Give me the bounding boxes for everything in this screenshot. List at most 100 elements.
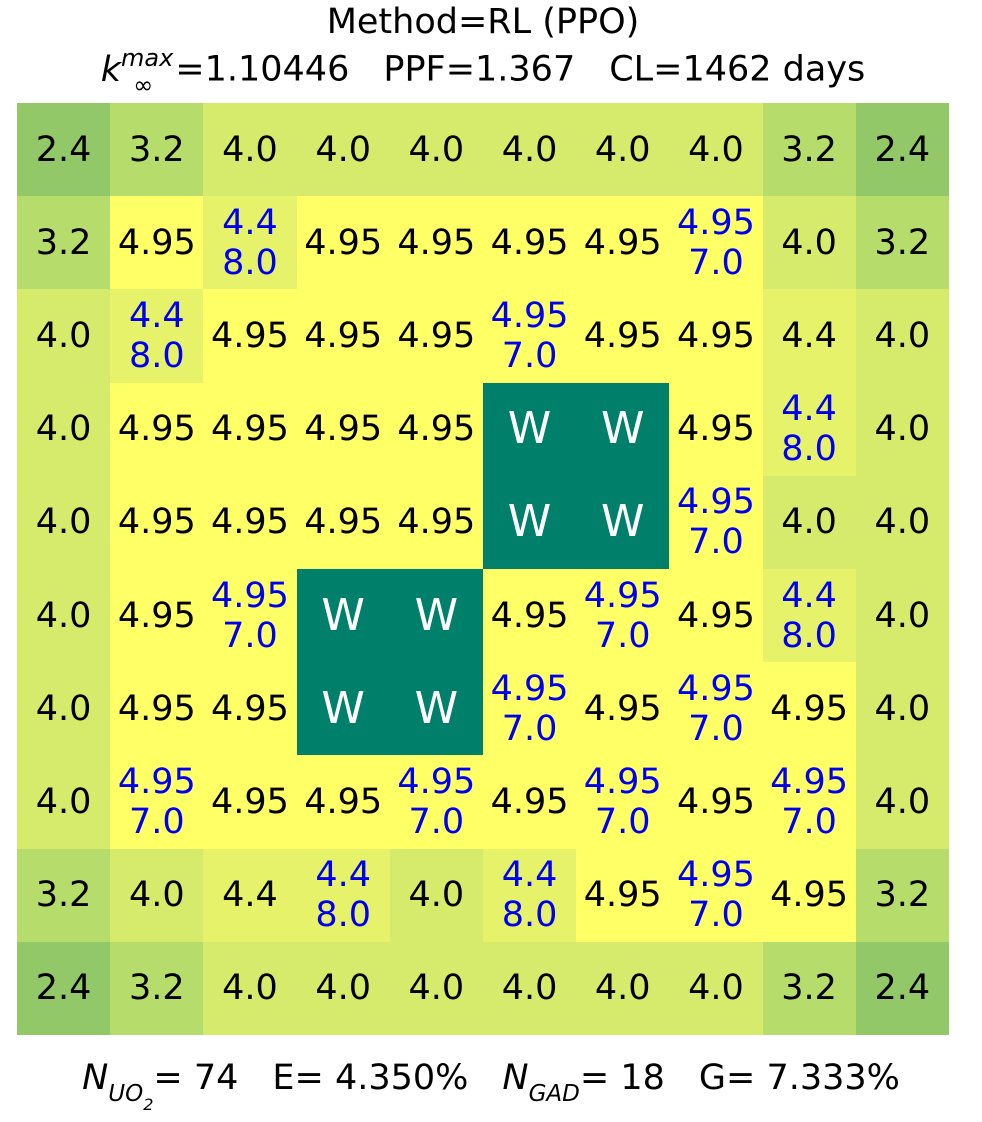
fuel-cell: 4.0 [855, 475, 949, 569]
water-cell: W [482, 475, 577, 569]
fuel-cell: 4.0 [669, 103, 763, 197]
cell-gad-label: 7.0 [688, 895, 744, 936]
cell-enrichment-label: 4.95 [304, 781, 383, 822]
cell-enrichment-label: 4.4 [128, 295, 185, 336]
cell-enrichment-label: 4.0 [874, 502, 931, 543]
k-sub: ∞ [133, 70, 154, 99]
cell-enrichment-label: 4.95 [490, 295, 569, 336]
cell-enrichment-label: 4.95 [676, 202, 755, 243]
k-inf-label: kmax∞ [100, 44, 176, 99]
gad-fuel-cell: 4.4 8.0 [296, 848, 390, 942]
fuel-cell: 3.2 [855, 848, 949, 942]
fuel-cell: 4.4 [762, 289, 856, 383]
fuel-cell: 4.95 [389, 196, 483, 290]
cell-enrichment-label: 4.0 [781, 502, 837, 543]
cell-enrichment-label: 4.4 [781, 575, 837, 616]
fuel-cell: 4.95 [110, 196, 204, 290]
gad-fuel-cell: 4.4 8.0 [762, 568, 856, 663]
fuel-cell: 4.95 [762, 662, 856, 756]
cell-enrichment-label: 4.95 [583, 875, 662, 916]
fuel-cell: 4.95 [296, 475, 390, 569]
cell-gad-label: 7.0 [688, 708, 744, 749]
fuel-cell: 4.0 [17, 755, 111, 849]
cell-enrichment-label: 2.4 [874, 129, 931, 170]
cell-enrichment-label: 4.95 [490, 781, 569, 822]
cell-enrichment-label: W [507, 496, 552, 548]
fuel-cell: 4.0 [855, 568, 949, 663]
fuel-cell: 4.95 [110, 382, 204, 476]
fuel-cell: 4.0 [17, 568, 111, 663]
fuel-cell: 4.0 [17, 662, 111, 756]
cell-enrichment-label: 3.2 [874, 222, 931, 263]
core-loading-map: 2.4 3.2 4.0 4.0 4.0 4.0 4.0 4.0 3.2 2.4 3.2 4.95 4.4… [17, 103, 949, 1035]
fuel-cell: 4.0 [669, 941, 763, 1035]
cell-enrichment-label: 4.95 [304, 502, 383, 543]
k-symbol: k [100, 49, 121, 90]
cell-enrichment-label: 4.95 [583, 222, 662, 263]
cell-enrichment-label: 4.95 [211, 781, 289, 822]
fuel-cell: 4.95 [482, 196, 577, 290]
enrichment-value: E= 4.350% [272, 1058, 469, 1098]
fuel-cell: 4.0 [296, 103, 390, 197]
cell-enrichment-label: 3.2 [128, 968, 185, 1009]
cell-enrichment-label: 4.4 [781, 315, 837, 356]
fuel-cell: 4.95 [203, 475, 297, 569]
gad-fuel-cell: 4.95 7.0 [482, 662, 577, 756]
fuel-cell: 4.95 [669, 755, 763, 849]
fuel-cell: 4.0 [762, 196, 856, 290]
water-cell: W [389, 662, 483, 756]
cell-enrichment-label: 4.95 [117, 222, 196, 263]
chart-title-stats: kmax∞ =1.10446 PPF=1.367 CL=1462 days [0, 44, 966, 99]
cell-enrichment-label: 4.95 [211, 315, 289, 356]
cell-enrichment-label: 4.95 [676, 595, 755, 636]
cell-enrichment-label: 4.0 [35, 595, 92, 636]
fuel-cell: 4.95 [669, 568, 763, 663]
water-cell: W [482, 382, 577, 476]
fuel-cell: 4.95 [296, 289, 390, 383]
fuel-cell: 4.0 [576, 941, 670, 1035]
cell-enrichment-label: 4.0 [781, 222, 837, 263]
fuel-cell: 4.95 [296, 755, 390, 849]
cell-enrichment-label: 4.4 [315, 855, 371, 896]
fuel-cell: 3.2 [17, 848, 111, 942]
cell-enrichment-label: 4.0 [594, 968, 651, 1009]
cell-enrichment-label: 3.2 [128, 129, 185, 170]
fuel-cell: 4.0 [17, 382, 111, 476]
cell-enrichment-label: W [600, 496, 645, 548]
cell-enrichment-label: 4.95 [583, 315, 662, 356]
gad-fuel-cell: 4.95 7.0 [669, 196, 763, 290]
cell-gad-label: 7.0 [688, 522, 744, 563]
cell-gad-label: 7.0 [501, 335, 558, 376]
fuel-cell: 3.2 [110, 103, 204, 197]
cell-gad-label: 8.0 [315, 895, 371, 936]
gad-fuel-cell: 4.95 7.0 [762, 755, 856, 849]
cell-gad-label: 8.0 [222, 242, 278, 283]
cell-enrichment-label: 4.0 [35, 688, 92, 729]
cell-enrichment-label: 4.0 [408, 968, 465, 1009]
gad-fuel-cell: 4.95 7.0 [482, 289, 577, 383]
water-cell: W [389, 568, 483, 663]
cell-enrichment-label: 4.0 [688, 129, 744, 170]
cell-enrichment-label: 4.95 [490, 668, 569, 709]
cell-enrichment-label: 4.95 [490, 222, 569, 263]
cell-enrichment-label: 4.0 [222, 968, 278, 1009]
fuel-cell: 3.2 [762, 103, 856, 197]
cell-enrichment-label: 4.0 [874, 781, 931, 822]
cell-gad-label: 7.0 [128, 801, 185, 842]
cell-enrichment-label: 4.95 [676, 781, 755, 822]
cell-enrichment-label: 4.95 [490, 595, 569, 636]
cell-enrichment-label: 4.95 [583, 688, 662, 729]
cell-enrichment-label: 4.95 [211, 502, 289, 543]
cell-enrichment-label: 4.95 [676, 855, 755, 896]
cell-enrichment-label: 4.95 [117, 595, 196, 636]
fuel-cell: 2.4 [855, 941, 949, 1035]
cell-enrichment-label: 4.95 [211, 575, 289, 616]
fuel-cell: 4.0 [110, 848, 204, 942]
fuel-cell: 4.95 [389, 475, 483, 569]
fuel-cell: 4.95 [576, 848, 670, 942]
cell-gad-label: 7.0 [594, 801, 651, 842]
fuel-cell: 4.0 [855, 755, 949, 849]
cell-enrichment-label: W [600, 403, 645, 455]
cell-enrichment-label: 4.95 [676, 668, 755, 709]
cell-enrichment-label: 4.0 [35, 502, 92, 543]
